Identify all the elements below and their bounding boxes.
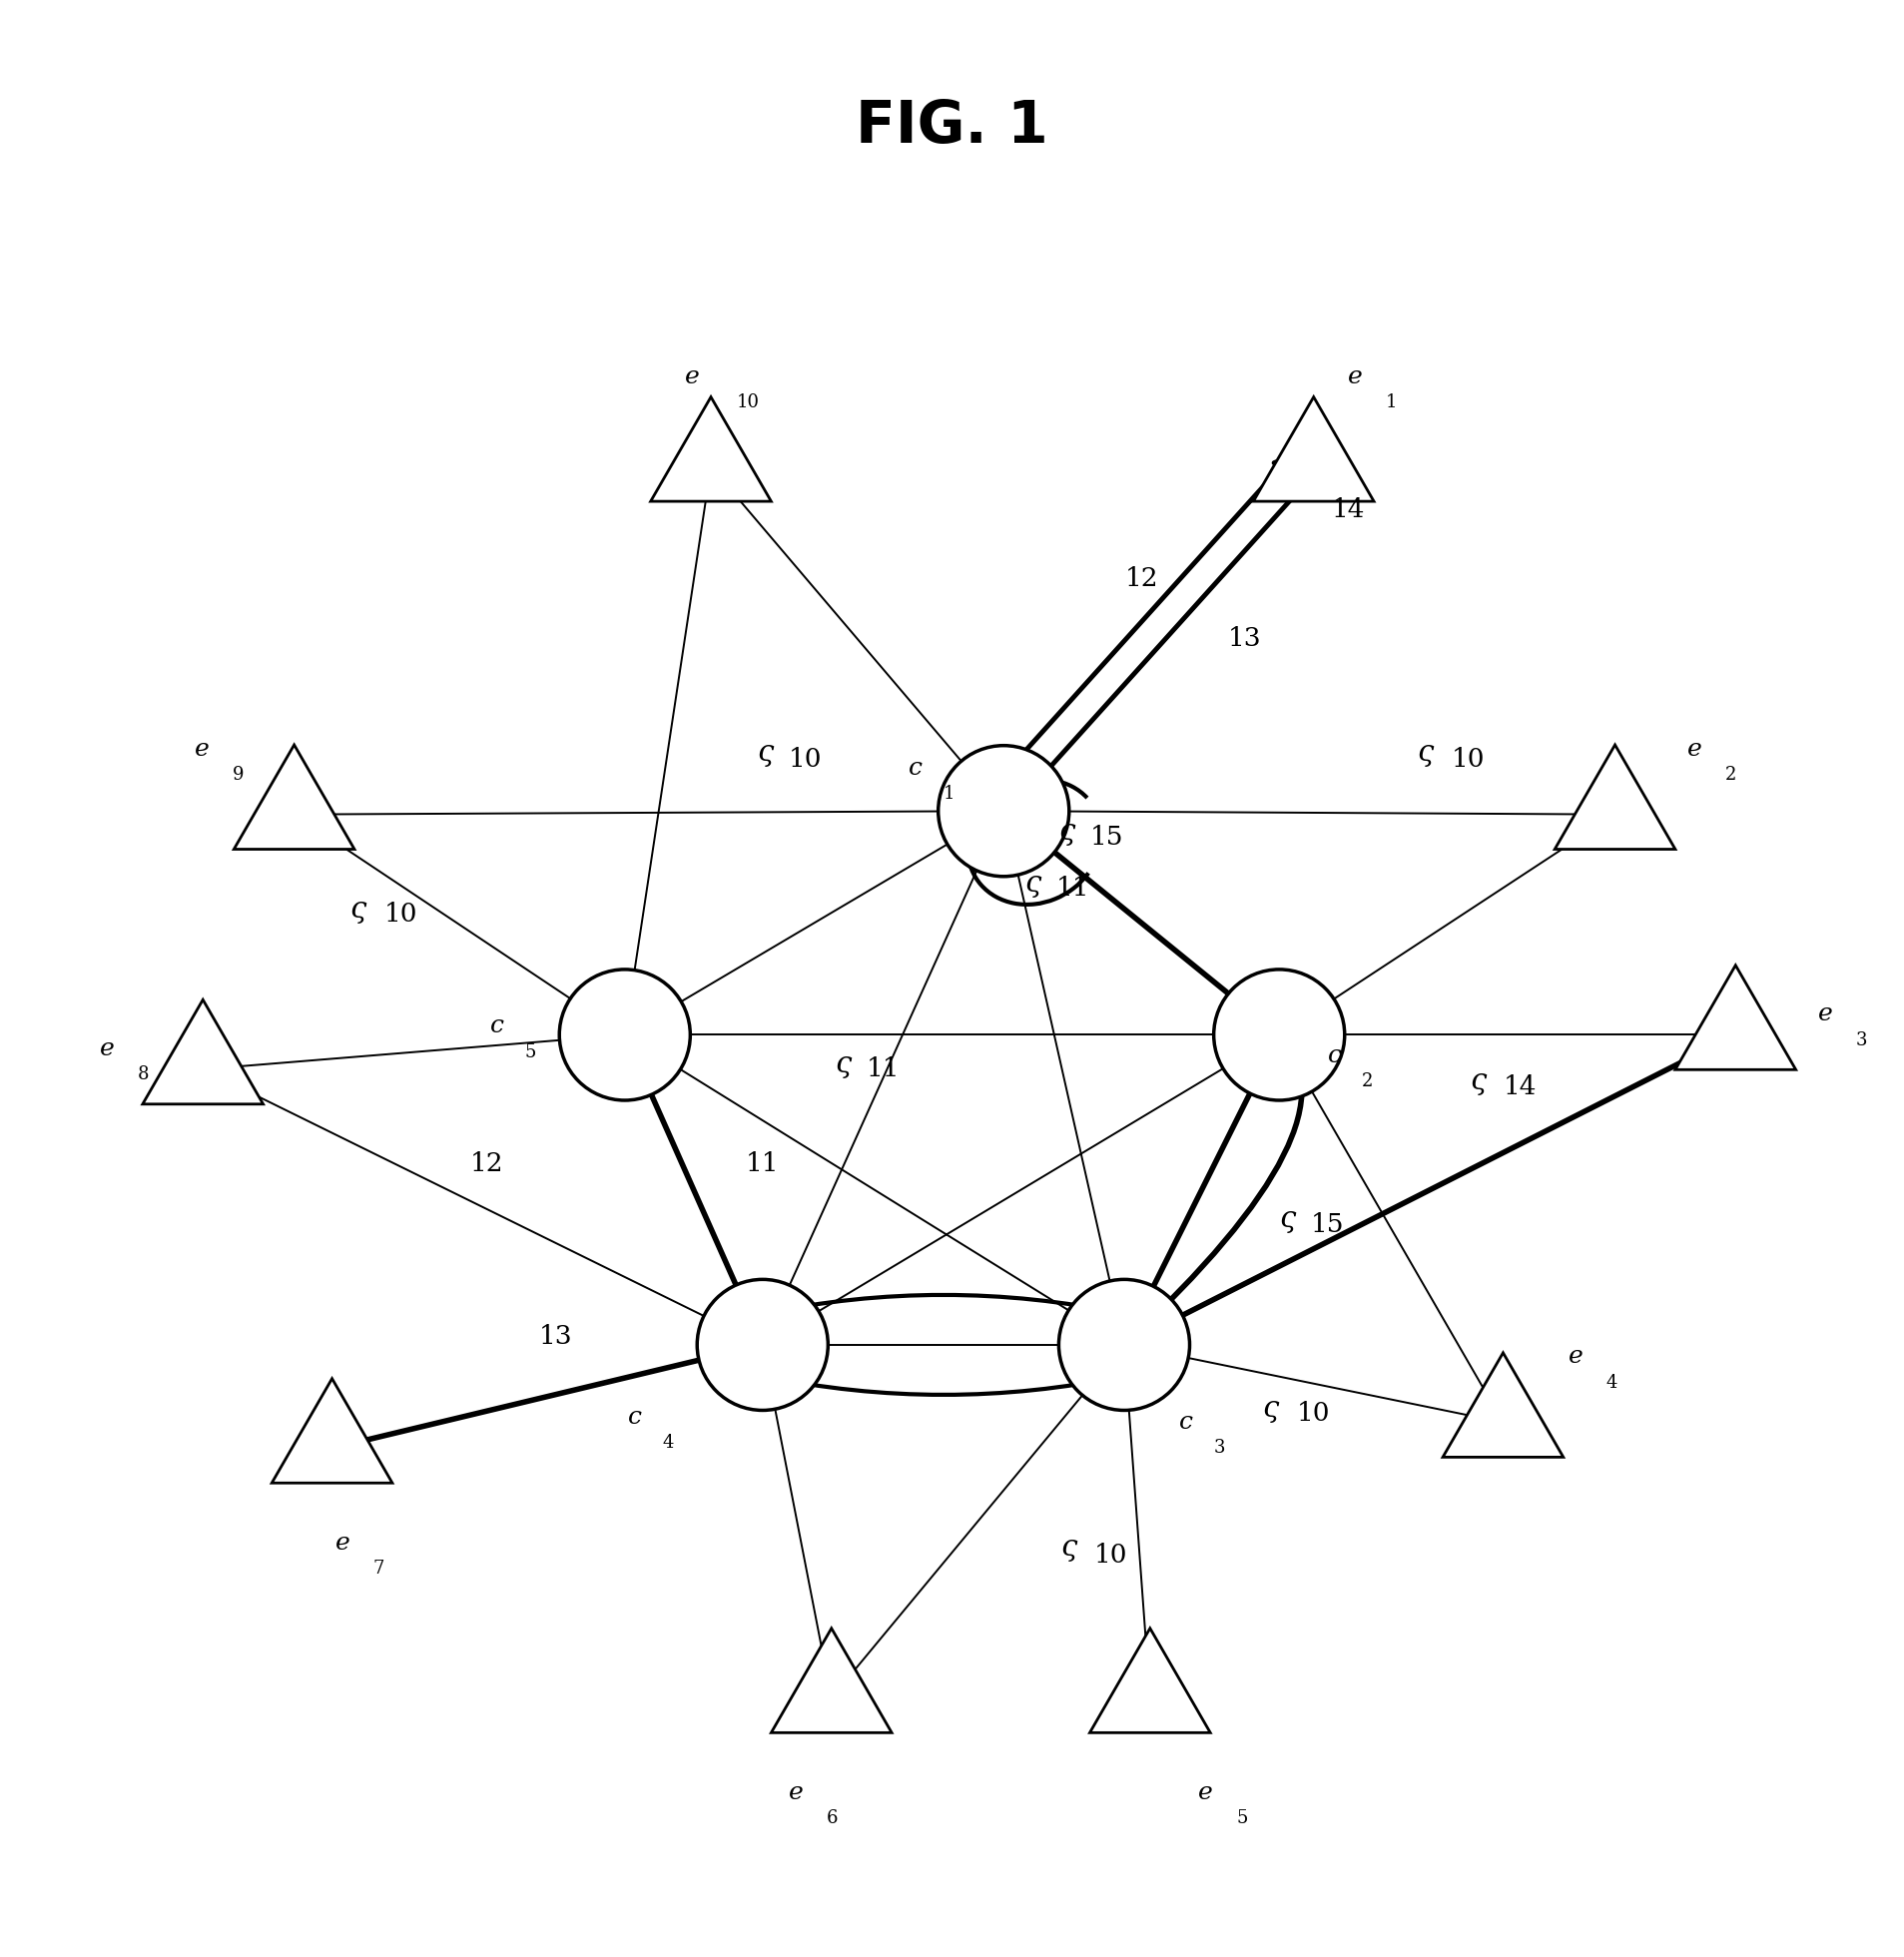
Text: ς: ς [1279, 1206, 1297, 1233]
Text: 12: 12 [470, 1151, 505, 1176]
Polygon shape [272, 1378, 392, 1483]
Circle shape [1059, 1280, 1190, 1411]
Text: e: e [194, 738, 209, 761]
Text: e: e [335, 1532, 350, 1554]
Text: e: e [1687, 738, 1702, 761]
Text: 2: 2 [1725, 765, 1736, 785]
Text: ς: ς [758, 738, 775, 767]
Text: e: e [1818, 1002, 1834, 1025]
Text: 5: 5 [1236, 1810, 1247, 1828]
Text: e: e [1348, 366, 1363, 389]
Text: 12: 12 [1125, 566, 1158, 591]
Circle shape [697, 1280, 828, 1411]
Text: ς: ς [1061, 1534, 1078, 1562]
Polygon shape [234, 746, 354, 849]
Text: c: c [628, 1405, 642, 1429]
Text: 4: 4 [1607, 1374, 1618, 1391]
Text: 10: 10 [1453, 748, 1485, 771]
Text: FIG. 1: FIG. 1 [855, 98, 1049, 155]
Text: 10: 10 [1297, 1401, 1331, 1427]
Circle shape [1213, 969, 1344, 1100]
Text: 6: 6 [826, 1810, 838, 1828]
Text: e: e [1569, 1344, 1584, 1368]
Polygon shape [771, 1628, 891, 1732]
Text: 9: 9 [232, 765, 244, 785]
Text: e: e [99, 1037, 114, 1061]
Text: 13: 13 [1228, 626, 1262, 652]
Text: ς: ς [350, 894, 366, 924]
Text: c: c [908, 757, 923, 779]
Text: 13: 13 [539, 1323, 573, 1348]
Text: 3: 3 [1856, 1031, 1868, 1049]
Text: e: e [788, 1781, 803, 1804]
Text: 8: 8 [137, 1065, 149, 1084]
Text: 5: 5 [526, 1043, 537, 1061]
Text: 4: 4 [663, 1434, 674, 1452]
Text: e: e [685, 366, 701, 389]
Polygon shape [651, 397, 771, 501]
Text: 10: 10 [1093, 1542, 1127, 1568]
Text: 7: 7 [373, 1560, 385, 1577]
Text: 10: 10 [385, 902, 417, 928]
Text: 3: 3 [1213, 1438, 1226, 1458]
Text: 1: 1 [1386, 393, 1398, 411]
Text: 11: 11 [866, 1057, 901, 1082]
Text: ς: ς [1262, 1395, 1279, 1423]
Polygon shape [1556, 746, 1676, 849]
Text: ς: ς [1024, 869, 1041, 898]
Text: 2: 2 [1361, 1072, 1373, 1090]
Circle shape [560, 969, 691, 1100]
Text: 11: 11 [746, 1151, 779, 1176]
Text: ς: ς [836, 1051, 851, 1078]
Text: 11: 11 [1057, 877, 1089, 900]
Polygon shape [1253, 397, 1375, 501]
Text: 10: 10 [737, 393, 760, 411]
Circle shape [939, 746, 1070, 877]
Polygon shape [143, 1000, 263, 1104]
Text: e: e [1198, 1781, 1213, 1804]
Text: ς: ς [1470, 1067, 1487, 1096]
Text: 15: 15 [1310, 1211, 1344, 1237]
Polygon shape [1676, 965, 1795, 1070]
Text: ς: ς [1059, 818, 1076, 845]
Text: ς: ς [1417, 738, 1434, 767]
Polygon shape [1089, 1628, 1211, 1732]
Text: 14: 14 [1331, 497, 1365, 523]
Text: c: c [491, 1016, 505, 1037]
Text: 10: 10 [788, 748, 823, 771]
Text: 1: 1 [942, 785, 956, 802]
Text: c: c [1179, 1411, 1194, 1434]
Text: 14: 14 [1504, 1074, 1537, 1100]
Text: c: c [1327, 1043, 1342, 1067]
Text: 15: 15 [1091, 824, 1123, 849]
Polygon shape [1443, 1352, 1563, 1458]
